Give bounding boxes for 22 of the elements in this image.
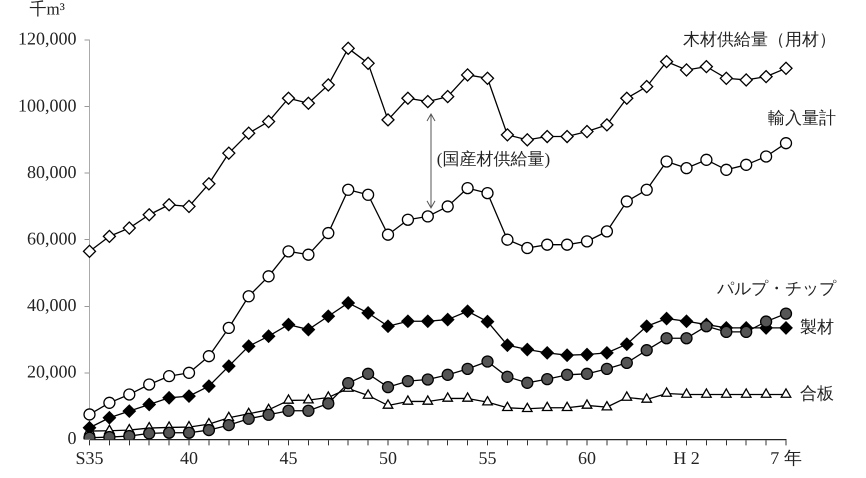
y-tick-label: 60,000 [27, 228, 76, 248]
series-label: 製材 [800, 317, 834, 336]
x-tick-label: 50 [379, 448, 397, 468]
x-tick-label: H 2 [673, 448, 700, 468]
y-axis-title: 千m³ [30, 0, 65, 18]
series-label: 輸入量計 [768, 108, 836, 128]
y-tick-label: 0 [68, 428, 76, 448]
y-tick-label: 100,000 [18, 95, 76, 116]
x-tick-label: 45 [280, 448, 298, 468]
y-tick-label: 120,000 [18, 28, 76, 49]
y-tick-label: 40,000 [27, 295, 76, 315]
x-tick-label: 55 [478, 448, 496, 468]
x-tick-label: 7 年 [770, 448, 802, 468]
x-tick-label: 40 [180, 448, 198, 468]
annotation: (国産材供給量) [436, 149, 550, 168]
y-tick-label: 80,000 [27, 162, 76, 182]
series-label: 合板 [800, 384, 834, 403]
series-label: 木材供給量（用材） [683, 30, 836, 49]
series-label: パルプ・チップ [716, 279, 837, 298]
x-tick-label: S35 [75, 448, 104, 468]
y-tick-label: 20,000 [27, 362, 76, 382]
x-tick-label: 60 [578, 448, 596, 468]
